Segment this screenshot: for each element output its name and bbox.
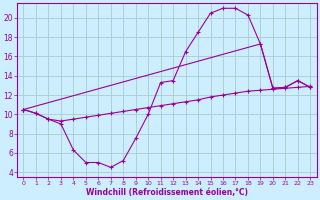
X-axis label: Windchill (Refroidissement éolien,°C): Windchill (Refroidissement éolien,°C) [86,188,248,197]
